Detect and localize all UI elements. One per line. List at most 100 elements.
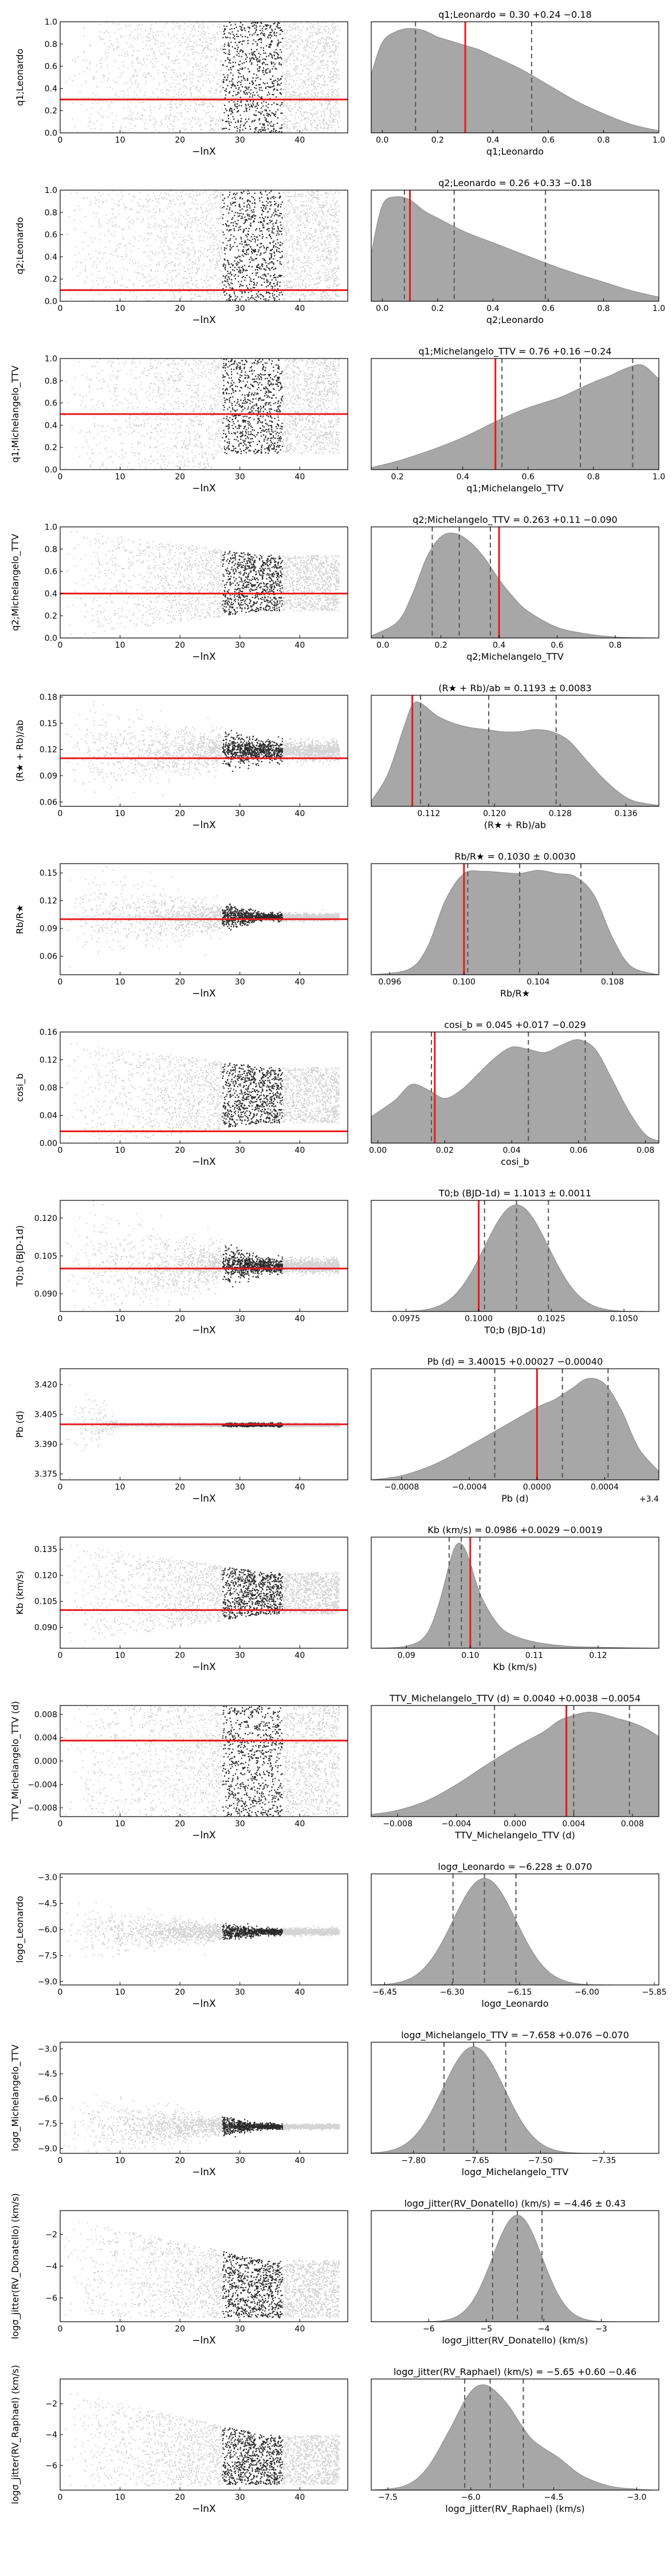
x-axis-label: −lnX (192, 2503, 216, 2515)
scatter-points (64, 1705, 340, 1817)
x-tick-label: 30 (235, 1146, 245, 1155)
x-tick-label: 0 (58, 1483, 63, 1492)
posterior-title: logσ_jitter(RV_Raphael) (km/s) = −5.65 +… (394, 2366, 636, 2378)
y-tick-label: 0.2 (45, 612, 57, 621)
x-tick-label: 0.100 (453, 978, 475, 987)
posterior-panel: −6.45 −6.30 −6.15 −6.00 −5.85 logσ_Leonardo =… (371, 1861, 667, 2010)
x-tick-label: 10 (115, 978, 125, 987)
y-axis-label: logσ_jitter(RV_Donatello) (km/s) (10, 2193, 21, 2339)
y-tick-label: 0.0 (45, 466, 57, 475)
x-tick-label: 0.00 (369, 1146, 387, 1155)
scatter-points (64, 2222, 340, 2318)
y-tick-label: 0.00 (40, 1139, 57, 1148)
axes-frame (60, 1537, 348, 1649)
x-tick-label: −0.0008 (384, 1483, 419, 1492)
scatter-light-points (65, 866, 340, 968)
x-tick-label: 20 (175, 809, 185, 818)
axes-frame (371, 358, 659, 470)
x-tick-label: 40 (294, 641, 305, 650)
x-tick-label: 0.004 (562, 1819, 585, 1829)
posterior-title: q1;Michelangelo_TTV = 0.76 +0.16 −0.24 (418, 346, 611, 357)
x-tick-label: 0 (58, 2325, 63, 2334)
x-tick-label: 0.08 (636, 1146, 654, 1155)
y-axis-label: q2;Michelangelo_TTV (10, 534, 21, 631)
x-tick-label: 0.10 (461, 1651, 479, 1660)
x-tick-label: 30 (235, 2325, 245, 2334)
posterior-title: logσ_Michelangelo_TTV = −7.658 +0.076 −0… (401, 2030, 629, 2041)
y-tick-label: 1.0 (45, 355, 57, 364)
y-axis-label: T0;b (BJD-1d) (14, 1225, 25, 1287)
panel-row-TTV: 0 10 20 30 40 −0.008 −0.004 0.000 0.004 0.008 −lnX… (10, 1693, 659, 1841)
x-tick-label: 0.04 (503, 1146, 521, 1155)
x-tick-label: 1.0 (653, 304, 665, 313)
x-tick-label: −6.00 (575, 1988, 599, 1997)
x-tick-label: 20 (175, 1146, 185, 1155)
scatter-points (65, 1042, 340, 1143)
x-tick-label: 10 (115, 2156, 125, 2165)
y-tick-label: 1.0 (45, 186, 57, 195)
y-tick-label: 0.16 (40, 1028, 57, 1037)
x-tick-label: −7.65 (465, 2156, 489, 2165)
posterior-panel: −6 −5 −4 −3 logσ_jitter(RV_Donatello) (km/s)… (371, 2198, 659, 2346)
posterior-panel: 0.0 0.2 0.4 0.6 0.8 1.0 q2;Leonardo = 0.26 +0.… (371, 178, 665, 325)
scatter-panel: 0 10 20 30 40 0.0 0.2 0.4 0.6 0.8 1.0 −lnX q1;Leonar… (14, 18, 348, 157)
scatter-light-points (65, 1200, 340, 1311)
x-tick-label: −6 (423, 2325, 435, 2334)
x-tick-label: 0.4 (493, 641, 505, 650)
x-tick-label: 0.128 (549, 809, 572, 818)
x-tick-label: −5.85 (642, 1988, 667, 1997)
x-tick-label: 20 (175, 304, 185, 313)
y-tick-label: 0.120 (34, 1571, 57, 1581)
x-tick-label: 0.6 (522, 472, 535, 482)
x-tick-label: 10 (115, 1819, 125, 1829)
y-tick-label: 3.420 (34, 1381, 57, 1390)
y-axis-label: (R★ + Rb)/ab (14, 720, 25, 782)
x-tick-label: 0.02 (436, 1146, 454, 1155)
posterior-title: Rb/R★ = 0.1030 ± 0.0030 (454, 851, 575, 862)
axes-frame (60, 2042, 348, 2154)
x-tick-label: −0.0004 (452, 1483, 487, 1492)
x-tick-label: 20 (175, 2325, 185, 2334)
y-axis-label: q2;Leonardo (14, 217, 25, 274)
scatter-panel: 0 10 20 30 40 0.0 0.2 0.4 0.6 0.8 1.0 −lnX q2;Leonar… (14, 186, 348, 326)
scatter-light-points (65, 190, 340, 301)
x-tick-label: −6.30 (440, 1988, 465, 1997)
x-tick-label: 40 (294, 1483, 305, 1492)
x-tick-label: 20 (175, 1651, 185, 1660)
x-tick-label: 0.4 (457, 472, 469, 482)
x-axis-label: q1;Leonardo (486, 146, 544, 157)
x-axis-label: −lnX (192, 988, 216, 999)
y-tick-label: −4 (45, 2262, 57, 2271)
posterior-panel: −7.80 −7.65 −7.50 −7.35 logσ_Michelangelo_TT… (371, 2030, 659, 2178)
x-tick-label: 30 (235, 472, 245, 482)
scatter-points (65, 1384, 340, 1479)
scatter-dark-points (222, 2427, 284, 2486)
y-tick-label: 0.8 (45, 377, 57, 386)
scatter-light-points (65, 1384, 340, 1479)
y-tick-label: 0.8 (45, 208, 57, 218)
y-tick-label: −6.0 (38, 2094, 57, 2104)
posterior-panel: −0.0008 −0.0004 0.0000 0.0004 Pb (d) = 3.400… (371, 1356, 659, 1504)
y-axis-label: logσ_Leonardo (14, 1896, 26, 1963)
axes-frame (60, 695, 348, 807)
posterior-density (371, 1542, 659, 1648)
scatter-light-points (65, 1042, 340, 1143)
x-tick-label: 20 (175, 1988, 185, 1997)
x-tick-label: 0.2 (431, 304, 444, 313)
y-tick-label: 0.12 (40, 897, 57, 906)
x-tick-label: 30 (235, 2156, 245, 2165)
x-tick-label: 0.8 (609, 641, 622, 650)
x-tick-label: 10 (115, 1146, 125, 1155)
scatter-dark-points (222, 1705, 284, 1817)
axes-frame (371, 1368, 659, 1480)
axes-frame (60, 358, 348, 470)
scatter-panel: 0 10 20 30 40 0.06 0.09 0.12 0.15 −lnX Rb/R★ (14, 863, 348, 999)
scatter-panel: 0 10 20 30 40 0.06 0.09 0.12 0.15 0.18 −lnX (R★ + R… (14, 693, 348, 831)
posterior-panel: 0.0975 0.1000 0.1025 0.1050 T0;b (BJD-1d) = … (371, 1188, 659, 1336)
posterior-panel: 0.112 0.120 0.128 0.136 (R★ + Rb)/ab = 0.119… (371, 683, 659, 830)
x-tick-label: 0.0 (376, 304, 388, 313)
x-tick-label: −0.004 (442, 1819, 471, 1829)
posterior-panel: 0.2 0.4 0.6 0.8 1.0 q1;Michelangelo_TTV = 0.7… (371, 346, 665, 494)
scatter-dark-points (222, 190, 284, 301)
